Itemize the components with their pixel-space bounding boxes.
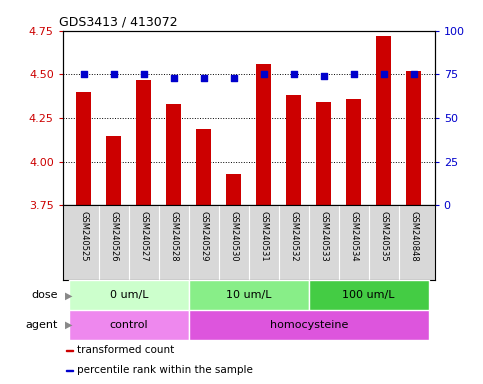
Point xyxy=(350,71,357,78)
Point xyxy=(290,71,298,78)
Text: GSM240525: GSM240525 xyxy=(79,212,88,262)
Bar xyxy=(286,95,301,384)
Text: GSM240534: GSM240534 xyxy=(349,212,358,262)
Text: GSM240530: GSM240530 xyxy=(229,212,238,262)
Point xyxy=(170,75,178,81)
Bar xyxy=(166,104,181,384)
Bar xyxy=(189,310,429,340)
Point xyxy=(230,75,238,81)
Bar xyxy=(346,99,361,384)
Text: control: control xyxy=(110,320,148,330)
Bar xyxy=(106,136,121,384)
Text: ▶: ▶ xyxy=(65,320,73,330)
Bar xyxy=(406,71,421,384)
Bar xyxy=(196,129,211,384)
Text: GSM240848: GSM240848 xyxy=(409,212,418,262)
Bar xyxy=(376,36,391,384)
Bar xyxy=(309,280,429,310)
Text: GSM240528: GSM240528 xyxy=(169,212,178,262)
Bar xyxy=(226,174,241,384)
Text: ▶: ▶ xyxy=(65,290,73,300)
Bar xyxy=(256,64,271,384)
Text: GSM240526: GSM240526 xyxy=(109,212,118,262)
Point xyxy=(110,71,118,78)
Bar xyxy=(316,103,331,384)
Bar xyxy=(76,92,91,384)
Text: GSM240532: GSM240532 xyxy=(289,212,298,262)
Text: GSM240533: GSM240533 xyxy=(319,212,328,262)
Text: transformed count: transformed count xyxy=(77,345,174,355)
Point xyxy=(260,71,268,78)
Text: 0 um/L: 0 um/L xyxy=(110,290,148,300)
Bar xyxy=(69,310,189,340)
Text: percentile rank within the sample: percentile rank within the sample xyxy=(77,365,253,375)
Bar xyxy=(189,280,309,310)
Text: GSM240527: GSM240527 xyxy=(139,212,148,262)
Text: homocysteine: homocysteine xyxy=(270,320,348,330)
Text: agent: agent xyxy=(26,320,58,330)
Text: GDS3413 / 413072: GDS3413 / 413072 xyxy=(59,15,178,28)
Text: GSM240531: GSM240531 xyxy=(259,212,268,262)
Text: dose: dose xyxy=(31,290,58,300)
Text: GSM240529: GSM240529 xyxy=(199,212,208,262)
Point xyxy=(320,73,327,79)
Point xyxy=(380,71,387,78)
Point xyxy=(410,71,418,78)
Text: 100 um/L: 100 um/L xyxy=(342,290,395,300)
Bar xyxy=(136,79,151,384)
Text: 10 um/L: 10 um/L xyxy=(226,290,271,300)
Point xyxy=(200,75,208,81)
Text: GSM240535: GSM240535 xyxy=(379,212,388,262)
Bar xyxy=(66,350,73,351)
Point xyxy=(140,71,148,78)
Bar xyxy=(66,370,73,371)
Bar xyxy=(69,280,189,310)
Point xyxy=(80,71,87,78)
